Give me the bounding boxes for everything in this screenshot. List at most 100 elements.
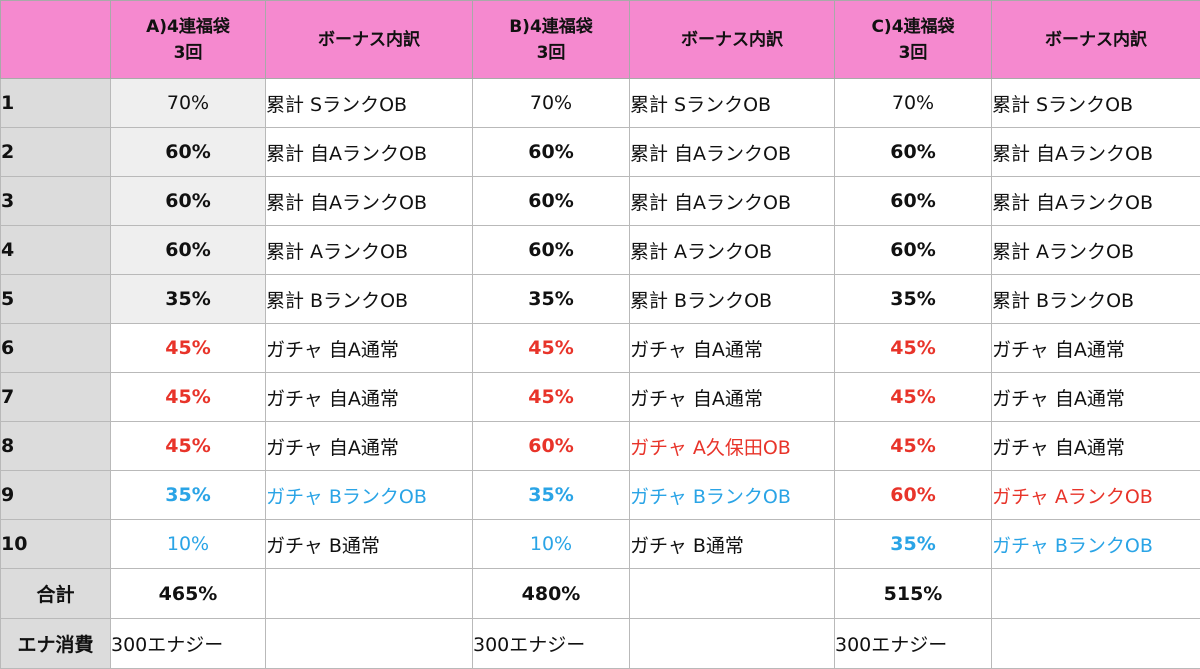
- cell-c-percent: 60%: [835, 471, 992, 520]
- cell-b-percent: 70%: [473, 79, 630, 128]
- cell-a-percent: 45%: [111, 324, 266, 373]
- cell-a-bonus: 累計 BランクOB: [266, 275, 473, 324]
- header-c: C)4連福袋 3回: [835, 1, 992, 79]
- cell-c-percent: 60%: [835, 177, 992, 226]
- total-b-bonus-empty: [630, 569, 835, 619]
- row-number: 5: [1, 275, 111, 324]
- cell-c-percent: 60%: [835, 128, 992, 177]
- cell-a-bonus: ガチャ BランクOB: [266, 471, 473, 520]
- header-corner: [1, 1, 111, 79]
- header-a-bonus: ボーナス内訳: [266, 1, 473, 79]
- energy-row: エナ消費 300エナジー 300エナジー 300エナジー: [1, 619, 1200, 669]
- cell-c-bonus: 累計 AランクOB: [992, 226, 1200, 275]
- cell-a-bonus: ガチャ 自A通常: [266, 373, 473, 422]
- cell-a-percent: 60%: [111, 128, 266, 177]
- table-row: 1 70% 累計 SランクOB 70% 累計 SランクOB 70% 累計 Sラン…: [1, 79, 1200, 128]
- header-a-title: A)4連福袋: [111, 14, 265, 40]
- cell-c-percent: 70%: [835, 79, 992, 128]
- header-a: A)4連福袋 3回: [111, 1, 266, 79]
- cell-a-percent: 35%: [111, 275, 266, 324]
- cell-a-bonus: 累計 自AランクOB: [266, 128, 473, 177]
- cell-b-percent: 10%: [473, 520, 630, 569]
- header-b-title: B)4連福袋: [473, 14, 629, 40]
- cell-b-percent: 35%: [473, 471, 630, 520]
- energy-b: 300エナジー: [473, 619, 630, 669]
- cell-a-bonus: ガチャ 自A通常: [266, 324, 473, 373]
- cell-b-bonus: 累計 AランクOB: [630, 226, 835, 275]
- row-number: 6: [1, 324, 111, 373]
- cell-a-bonus: ガチャ B通常: [266, 520, 473, 569]
- total-c-bonus-empty: [992, 569, 1200, 619]
- cell-b-percent: 45%: [473, 324, 630, 373]
- cell-b-bonus: ガチャ A久保田OB: [630, 422, 835, 471]
- cell-b-bonus: ガチャ 自A通常: [630, 324, 835, 373]
- cell-b-percent: 45%: [473, 373, 630, 422]
- cell-a-percent: 45%: [111, 422, 266, 471]
- row-number: 8: [1, 422, 111, 471]
- cell-c-percent: 60%: [835, 226, 992, 275]
- header-b-count: 3回: [473, 40, 629, 66]
- row-number: 10: [1, 520, 111, 569]
- table-row: 5 35% 累計 BランクOB 35% 累計 BランクOB 35% 累計 Bラン…: [1, 275, 1200, 324]
- cell-c-bonus: ガチャ 自A通常: [992, 373, 1200, 422]
- cell-b-percent: 60%: [473, 128, 630, 177]
- cell-a-bonus: ガチャ 自A通常: [266, 422, 473, 471]
- cell-c-bonus: 累計 SランクOB: [992, 79, 1200, 128]
- cell-b-bonus: ガチャ BランクOB: [630, 471, 835, 520]
- cell-b-percent: 60%: [473, 226, 630, 275]
- header-a-count: 3回: [111, 40, 265, 66]
- totals-label: 合計: [1, 569, 111, 619]
- cell-b-percent: 60%: [473, 422, 630, 471]
- table-row: 6 45% ガチャ 自A通常 45% ガチャ 自A通常 45% ガチャ 自A通常: [1, 324, 1200, 373]
- totals-row: 合計 465% 480% 515%: [1, 569, 1200, 619]
- table-row: 9 35% ガチャ BランクOB 35% ガチャ BランクOB 60% ガチャ …: [1, 471, 1200, 520]
- cell-b-bonus: ガチャ 自A通常: [630, 373, 835, 422]
- total-c: 515%: [835, 569, 992, 619]
- cell-b-bonus: 累計 SランクOB: [630, 79, 835, 128]
- cell-a-percent: 45%: [111, 373, 266, 422]
- total-a: 465%: [111, 569, 266, 619]
- cell-c-percent: 35%: [835, 520, 992, 569]
- cell-b-bonus: ガチャ B通常: [630, 520, 835, 569]
- cell-c-bonus: 累計 自AランクOB: [992, 128, 1200, 177]
- cell-c-percent: 35%: [835, 275, 992, 324]
- cell-c-percent: 45%: [835, 324, 992, 373]
- row-number: 4: [1, 226, 111, 275]
- cell-b-percent: 60%: [473, 177, 630, 226]
- cell-c-bonus: ガチャ AランクOB: [992, 471, 1200, 520]
- cell-a-percent: 60%: [111, 177, 266, 226]
- cell-c-percent: 45%: [835, 422, 992, 471]
- cell-c-bonus: ガチャ 自A通常: [992, 324, 1200, 373]
- total-a-bonus-empty: [266, 569, 473, 619]
- energy-a: 300エナジー: [111, 619, 266, 669]
- cell-c-bonus: 累計 BランクOB: [992, 275, 1200, 324]
- cell-b-bonus: 累計 自AランクOB: [630, 128, 835, 177]
- cell-a-percent: 10%: [111, 520, 266, 569]
- table-row: 3 60% 累計 自AランクOB 60% 累計 自AランクOB 60% 累計 自…: [1, 177, 1200, 226]
- header-c-count: 3回: [835, 40, 991, 66]
- header-b: B)4連福袋 3回: [473, 1, 630, 79]
- row-number: 2: [1, 128, 111, 177]
- cell-a-bonus: 累計 自AランクOB: [266, 177, 473, 226]
- table-row: 2 60% 累計 自AランクOB 60% 累計 自AランクOB 60% 累計 自…: [1, 128, 1200, 177]
- header-c-title: C)4連福袋: [835, 14, 991, 40]
- cell-b-bonus: 累計 BランクOB: [630, 275, 835, 324]
- row-number: 7: [1, 373, 111, 422]
- table-row: 10 10% ガチャ B通常 10% ガチャ B通常 35% ガチャ BランクO…: [1, 520, 1200, 569]
- energy-b-bonus-empty: [630, 619, 835, 669]
- total-b: 480%: [473, 569, 630, 619]
- cell-a-bonus: 累計 AランクOB: [266, 226, 473, 275]
- cell-b-bonus: 累計 自AランクOB: [630, 177, 835, 226]
- row-number: 9: [1, 471, 111, 520]
- cell-a-bonus: 累計 SランクOB: [266, 79, 473, 128]
- cell-a-percent: 35%: [111, 471, 266, 520]
- table-row: 7 45% ガチャ 自A通常 45% ガチャ 自A通常 45% ガチャ 自A通常: [1, 373, 1200, 422]
- energy-c: 300エナジー: [835, 619, 992, 669]
- row-number: 1: [1, 79, 111, 128]
- energy-a-bonus-empty: [266, 619, 473, 669]
- header-b-bonus: ボーナス内訳: [630, 1, 835, 79]
- cell-c-bonus: ガチャ 自A通常: [992, 422, 1200, 471]
- table-row: 8 45% ガチャ 自A通常 60% ガチャ A久保田OB 45% ガチャ 自A…: [1, 422, 1200, 471]
- cell-c-percent: 45%: [835, 373, 992, 422]
